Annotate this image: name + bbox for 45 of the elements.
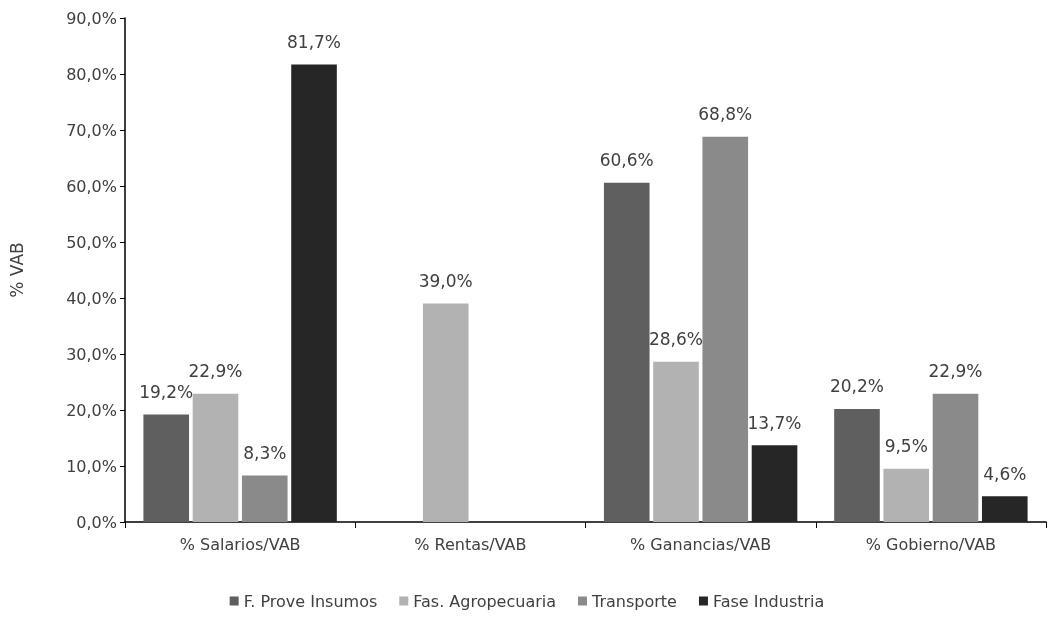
x-tick-label: % Gobierno/VAB <box>865 534 997 554</box>
legend-label: Transporte <box>591 591 677 611</box>
data-label: 39,0% <box>418 271 473 292</box>
y-tick-label: 10,0% <box>66 456 117 476</box>
bar <box>143 414 190 522</box>
y-tick-label: 70,0% <box>66 120 117 140</box>
data-label: 22,9% <box>928 361 983 382</box>
y-tick-label: 40,0% <box>66 288 117 308</box>
y-tick-label: 60,0% <box>66 176 117 196</box>
bar <box>422 303 469 522</box>
y-tick-label: 80,0% <box>66 64 117 84</box>
y-tick-label: 90,0% <box>66 8 117 28</box>
data-label: 81,7% <box>287 31 342 52</box>
x-tick-label: % Salarios/VAB <box>179 534 301 554</box>
legend-label: Fase Industria <box>712 591 825 611</box>
x-tick-label: % Ganancias/VAB <box>630 534 772 554</box>
bar <box>603 182 650 522</box>
data-label: 13,7% <box>747 412 802 433</box>
legend-label: Fas. Agropecuaria <box>413 591 557 611</box>
bar <box>192 393 239 522</box>
data-label: 68,8% <box>698 104 753 125</box>
legend-label: F. Prove Insumos <box>243 591 378 611</box>
data-label: 8,3% <box>243 443 287 464</box>
bar <box>702 136 749 522</box>
bar <box>751 445 798 522</box>
bar <box>653 361 699 522</box>
x-tick-label: % Rentas/VAB <box>414 534 527 554</box>
bar <box>291 64 337 522</box>
data-label: 9,5% <box>884 436 928 457</box>
bar <box>883 468 930 522</box>
y-tick-label: 30,0% <box>66 344 117 364</box>
data-label: 28,6% <box>648 329 703 350</box>
y-tick-label: 50,0% <box>66 232 117 252</box>
data-label: 19,2% <box>139 381 194 402</box>
data-label: 22,9% <box>188 361 243 382</box>
bar <box>834 408 880 522</box>
y-tick-label: 20,0% <box>66 400 117 420</box>
bar <box>981 496 1028 522</box>
data-label: 20,2% <box>829 376 884 397</box>
bar <box>932 393 979 522</box>
data-label: 4,6% <box>983 463 1027 484</box>
bar <box>241 475 288 522</box>
data-label: 60,6% <box>599 150 654 171</box>
y-axis-title: % VAB <box>6 242 27 298</box>
y-tick-label: 0,0% <box>76 512 117 532</box>
